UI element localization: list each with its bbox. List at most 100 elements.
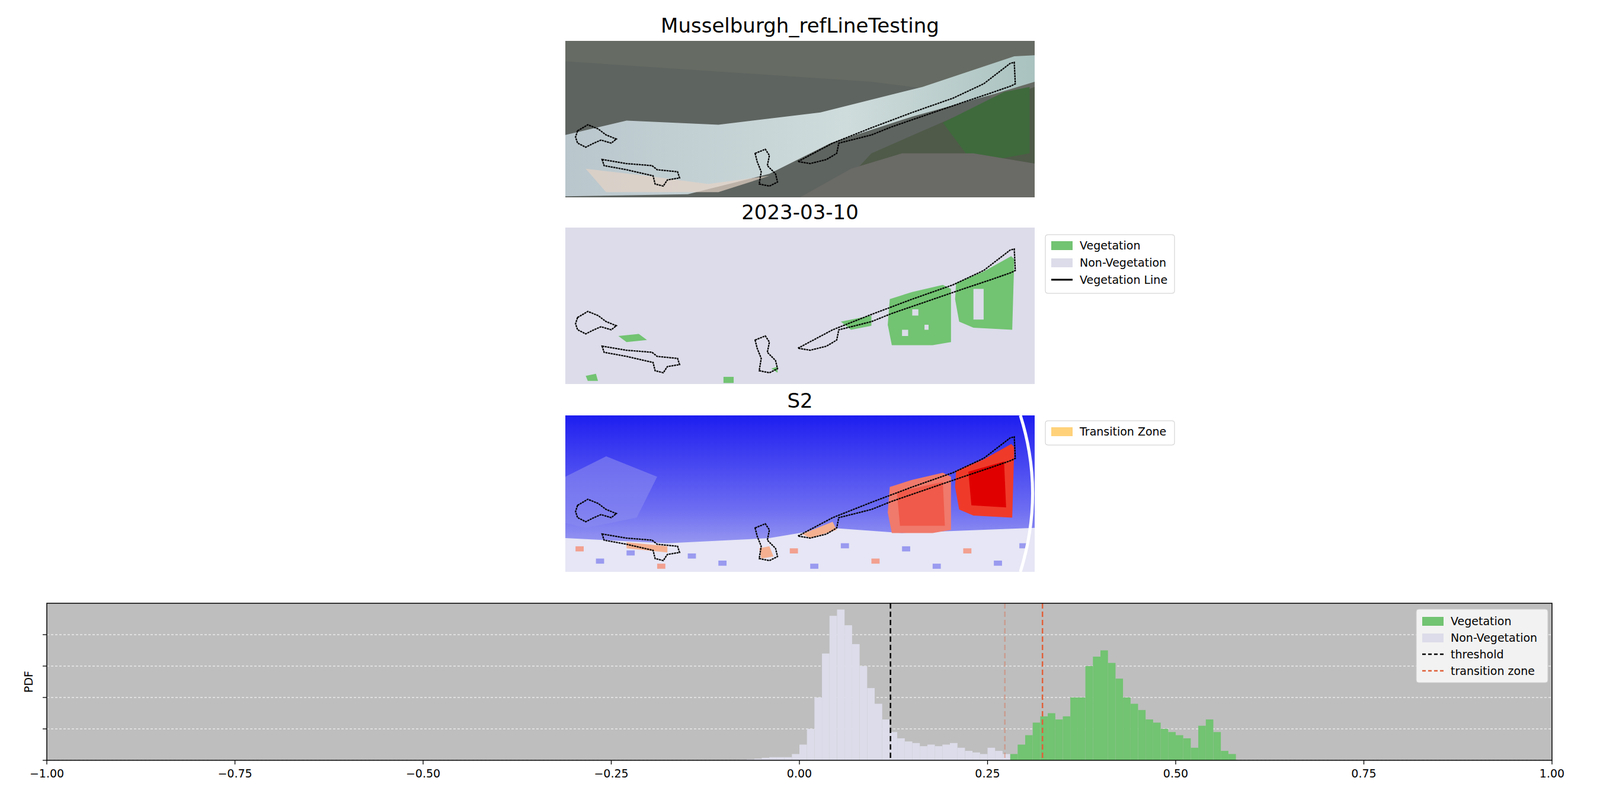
hist-bar: [1160, 728, 1169, 761]
town: [800, 153, 1035, 198]
legend-patch: [1051, 427, 1073, 437]
x-tick: [1175, 760, 1176, 765]
x-tick-label: −0.25: [593, 766, 629, 780]
edge: [1020, 415, 1033, 572]
transition-line: [1041, 603, 1044, 761]
vegetation-line: [798, 248, 1016, 351]
grid-line: [46, 697, 1552, 699]
vegetation-line: [798, 436, 1016, 539]
vegetation-line: [798, 62, 1016, 164]
panel-title: 2023-03-10: [741, 200, 859, 224]
vegetation-line: [754, 149, 778, 187]
transition-line: [1003, 603, 1006, 761]
hist-bar: [912, 743, 921, 761]
hist-bar: [957, 747, 966, 761]
hist-bar: [784, 757, 793, 761]
non-vegetation: [565, 227, 1035, 384]
pixel: [575, 546, 584, 552]
legend-patch: [1422, 633, 1444, 643]
field-core: [897, 481, 946, 526]
hist-bar: [1047, 713, 1056, 761]
legend-line: [1422, 653, 1444, 656]
y-tick: [42, 634, 47, 635]
pixel: [688, 553, 697, 559]
x-tick-label: 0.00: [786, 766, 812, 780]
vegetation-line: [754, 523, 778, 561]
hist-bar: [1100, 650, 1109, 761]
vegetation-line: [602, 346, 680, 373]
vegetation: [723, 376, 734, 383]
hist-bar: [935, 746, 943, 761]
legend-box: [1045, 420, 1175, 446]
hist-bar: [994, 750, 1003, 761]
hist-bar: [1025, 735, 1033, 761]
field-index: [887, 472, 952, 534]
x-tick: [610, 760, 612, 765]
pixel: [962, 548, 972, 554]
vegetation-line: [602, 533, 680, 561]
legend-patch: [1422, 616, 1444, 626]
hist-bar: [1175, 735, 1184, 761]
legend-patch: [1051, 241, 1073, 251]
x-tick: [234, 760, 236, 765]
hist-bar: [829, 615, 838, 761]
hist-bar: [1122, 697, 1131, 761]
hist-bar: [1228, 753, 1237, 761]
hist-bar: [821, 653, 830, 761]
plot-frame: [46, 603, 1552, 761]
hist-bar: [1017, 744, 1026, 761]
grid-line: [46, 728, 1552, 730]
vegetation: [618, 333, 648, 342]
hist-bar: [1168, 731, 1176, 761]
hist-bar: [1130, 704, 1139, 761]
x-tick-label: 1.00: [1539, 766, 1565, 780]
hist-bar: [1010, 753, 1019, 761]
shallow: [565, 456, 658, 528]
pixel: [789, 548, 799, 554]
hist-bar: [1138, 709, 1147, 761]
bars: [738, 603, 1236, 761]
y-tick: [42, 759, 47, 761]
hist-bar: [769, 757, 777, 761]
hist-bar: [897, 738, 905, 761]
x-tick: [987, 760, 988, 765]
legend-box: [1045, 234, 1175, 294]
hist-bar: [1205, 719, 1214, 761]
hist-bar: [852, 644, 860, 761]
y-label: PDF: [21, 670, 35, 693]
hist-bar: [1198, 725, 1206, 761]
figure: Musselburgh_refLineTesting2023-03-10S2Ve…: [0, 0, 1600, 800]
hist-bar: [980, 753, 988, 761]
vegetation-line: [575, 311, 617, 334]
field-index: [955, 443, 1015, 518]
pixel: [810, 563, 819, 569]
legend-label: Vegetation: [1450, 614, 1512, 628]
hist-bar: [949, 743, 958, 761]
hist-bar: [904, 741, 913, 761]
transition: [626, 521, 837, 559]
hist-bar: [1145, 719, 1154, 761]
vegetation: [887, 285, 952, 346]
hist-bar: [1220, 750, 1229, 761]
pixel: [901, 546, 911, 552]
hist-bar: [1070, 697, 1078, 761]
legend-label: transition zone: [1450, 664, 1535, 678]
hist-bar: [791, 753, 800, 761]
legend-label: Vegetation Line: [1079, 273, 1168, 287]
x-tick-label: −0.50: [405, 766, 441, 780]
hist-bar: [1077, 697, 1086, 761]
hist-bar: [1115, 678, 1123, 761]
vegetation: [585, 373, 598, 382]
hist-bar: [882, 719, 891, 761]
x-tick: [46, 760, 47, 765]
hist-bar: [987, 747, 996, 761]
hist-bar: [1183, 738, 1192, 761]
map-panel: [565, 40, 1035, 198]
x-tick-label: 0.50: [1163, 766, 1189, 780]
legend-label: Vegetation: [1079, 238, 1141, 252]
pixel: [718, 560, 727, 566]
hist-bar: [859, 666, 868, 761]
legend-line: [1422, 670, 1444, 672]
hist-bar: [972, 752, 981, 761]
hist-bar: [1108, 663, 1116, 761]
